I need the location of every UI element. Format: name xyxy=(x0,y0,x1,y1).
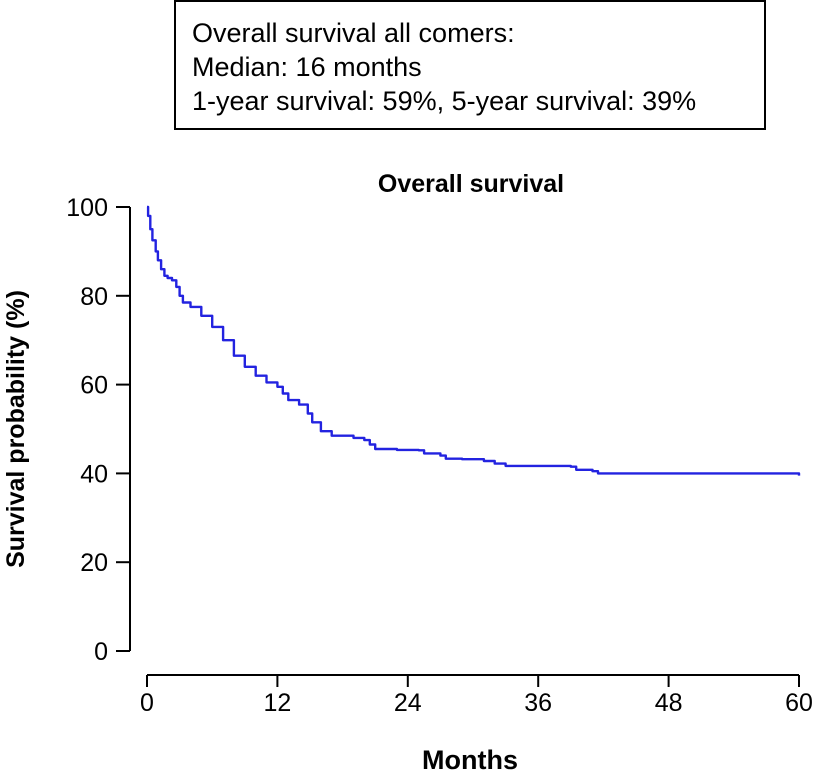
axes: 0 12 24 36 48 60 0 20 40 60 80 100 xyxy=(66,194,813,717)
y-axis-label: Survival probability (%) xyxy=(2,290,30,568)
y-tick-label: 0 xyxy=(94,638,108,666)
summary-box: Overall survival all comers: Median: 16 … xyxy=(174,0,766,130)
chart-title: Overall survival xyxy=(378,170,564,198)
x-tick-label: 12 xyxy=(263,689,291,717)
summary-line-1: Overall survival all comers: xyxy=(192,18,515,48)
x-axis-label: Months xyxy=(422,745,518,775)
x-tick-label: 24 xyxy=(394,689,422,717)
y-tick-label: 100 xyxy=(66,194,108,222)
chart-marks xyxy=(146,205,801,476)
x-tick-label: 0 xyxy=(140,689,154,717)
survival-curve-0 xyxy=(146,205,801,476)
summary-line-2: Median: 16 months xyxy=(192,52,422,82)
x-tick-label: 60 xyxy=(785,689,813,717)
y-tick-label: 80 xyxy=(80,283,108,311)
x-tick-label: 36 xyxy=(524,689,552,717)
y-tick-label: 40 xyxy=(80,460,108,488)
y-tick-label: 20 xyxy=(80,549,108,577)
summary-line-3: 1-year survival: 59%, 5-year survival: 3… xyxy=(192,86,697,116)
y-tick-label: 60 xyxy=(80,372,108,400)
x-tick-label: 48 xyxy=(655,689,683,717)
